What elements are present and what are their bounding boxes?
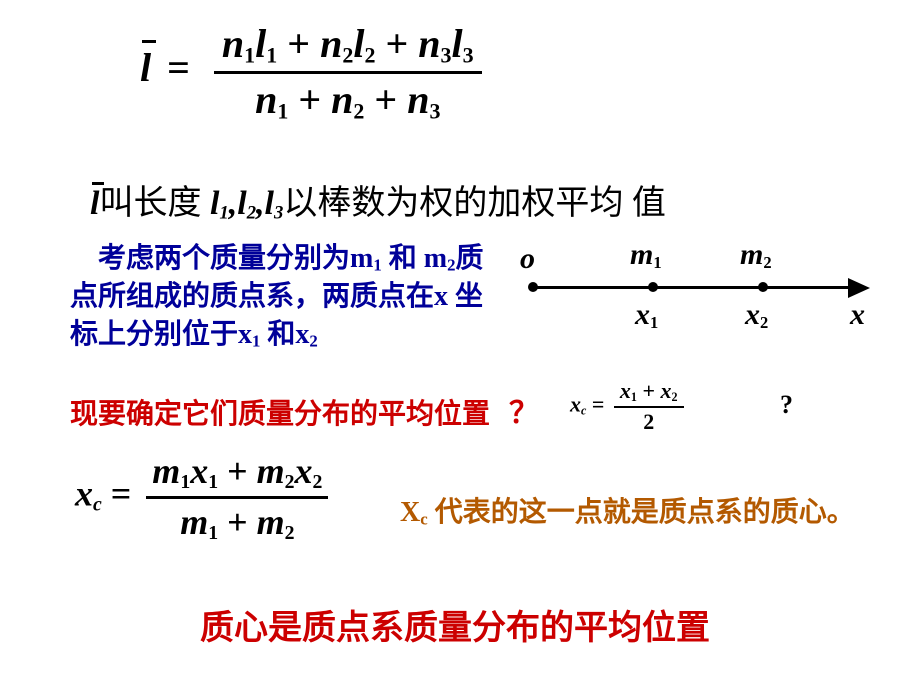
sub: 1 — [373, 255, 381, 274]
equals: = — [586, 392, 610, 417]
text: 叫长度 — [99, 185, 201, 222]
l: l — [255, 21, 266, 66]
text: 和 — [382, 243, 417, 274]
plus: + — [364, 77, 407, 122]
m1-label: m1 — [630, 238, 662, 273]
question-mark: ？ — [509, 397, 539, 430]
x2-label: x2 — [745, 298, 768, 333]
red-conclusion: 质心是质点系质量分布的平均位置 — [200, 600, 710, 649]
axis-line — [530, 286, 850, 289]
text: 以棒数为权的加权平均 值 — [283, 185, 666, 222]
plus: + — [288, 77, 331, 122]
sub: 2 — [342, 43, 353, 68]
l: l — [353, 21, 364, 66]
sub: 1 — [277, 98, 288, 123]
m: m — [350, 243, 373, 274]
equation-lbar: l = n1l1 + n2l2 + n3l3 n1 + n2 + n3 — [140, 20, 482, 124]
lbar-symbol: l — [140, 44, 151, 91]
n: n — [331, 77, 353, 122]
x1-label: x1 — [635, 298, 658, 333]
plus: + — [277, 21, 320, 66]
sub: 3 — [429, 98, 440, 123]
equation-xc-simple: xc = x1 + x2 2 — [570, 378, 684, 435]
m: m — [424, 243, 447, 274]
sub: 2 — [309, 331, 317, 350]
sub-c: c — [93, 494, 102, 516]
point-m1-dot — [648, 282, 658, 292]
sub: 1 — [244, 43, 255, 68]
x: x — [75, 474, 93, 514]
equation-xc-weighted: xc = m1x1 + m2x2 m1 + m2 — [75, 450, 328, 545]
text: 代表的这一点就是质点系的质心。 — [428, 497, 855, 528]
comma: , — [229, 185, 238, 222]
n: n — [320, 21, 342, 66]
den: 2 — [614, 406, 684, 435]
definition-line: l叫长度 l1,l2,l3以棒数为权的加权平均 值 — [90, 175, 666, 225]
arrow-icon — [848, 278, 870, 298]
m2-label: m2 — [740, 238, 772, 273]
plus: + — [375, 21, 418, 66]
sub: 2 — [364, 43, 375, 68]
sub: 2 — [353, 98, 364, 123]
equals-sign: = — [167, 45, 190, 90]
l1: l1 — [210, 185, 229, 222]
trailing-question-mark: ? — [780, 390, 793, 420]
n: n — [222, 21, 244, 66]
origin-dot — [528, 282, 538, 292]
slide: l = n1l1 + n2l2 + n3l3 n1 + n2 + n3 l叫长度… — [0, 0, 920, 690]
text: 考虑两个质量分别为 — [98, 243, 350, 274]
n: n — [407, 77, 429, 122]
X: X — [400, 497, 420, 528]
x: x — [295, 319, 309, 350]
sub-c: c — [420, 509, 427, 528]
x: x — [238, 319, 252, 350]
x-axis-label: x — [850, 298, 865, 332]
brown-explanation: Xc 代表的这一点就是质点系的质心。 — [400, 490, 855, 530]
sub: 3 — [463, 43, 474, 68]
text: 现要确定它们质量分布的平均位置 — [70, 399, 497, 430]
text: 和 — [260, 319, 295, 350]
origin-label: o — [520, 242, 535, 276]
x: x — [570, 392, 581, 417]
n: n — [418, 21, 440, 66]
blue-paragraph: 考虑两个质量分别为m1 和 m2质点所组成的质点系，两质点在x 坐标上分别位于x… — [70, 240, 510, 353]
equals: = — [102, 474, 141, 514]
point-m2-dot — [758, 282, 768, 292]
l2: l2 — [237, 185, 256, 222]
sub: 1 — [266, 43, 277, 68]
l: l — [452, 21, 463, 66]
sub: 3 — [441, 43, 452, 68]
comma: , — [256, 185, 265, 222]
x: x — [434, 281, 448, 312]
lbar-symbol: l — [90, 185, 99, 223]
l3: l3 — [265, 185, 284, 222]
red-question-line: 现要确定它们质量分布的平均位置 ？ — [70, 388, 539, 432]
axis-diagram: o m1 m2 x1 x2 x — [520, 240, 890, 360]
n: n — [255, 77, 277, 122]
